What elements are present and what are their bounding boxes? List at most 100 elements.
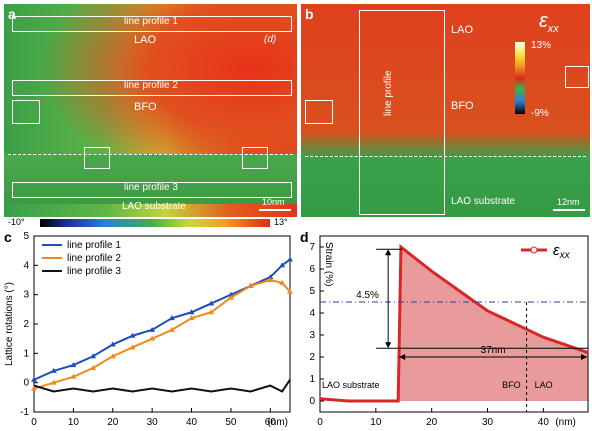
series-1-point [90, 353, 97, 359]
panel-b-symbol-letter: ε [539, 10, 548, 32]
line-profile-2-box [12, 80, 292, 96]
delta-arrow-head-top [385, 249, 392, 256]
panel-a-defect-box-1 [84, 147, 110, 169]
panel-a-colorbar [40, 219, 270, 227]
y-tick-label: 2 [23, 319, 29, 330]
series-1-point [109, 341, 116, 347]
series-2-point [279, 279, 286, 285]
x-axis-label: (nm) [555, 417, 576, 428]
x-tick-label: 40 [538, 417, 550, 428]
panel-b-map: b line profile LAO εxx 13% -9% BFO LAO s… [301, 4, 590, 217]
series-2-point [70, 373, 77, 379]
line-profile-2-label: line profile 2 [124, 80, 178, 91]
panel-b-letter: b [305, 6, 314, 22]
panel-b-symbol: εxx [539, 10, 559, 35]
x-tick-label: 10 [68, 417, 80, 428]
panel-b-colorbar-max: 13% [531, 40, 552, 51]
delta-arrow-head-bottom [385, 342, 392, 349]
x-tick-label: 20 [426, 417, 438, 428]
panel-b-marker-box [305, 100, 333, 124]
x-tick-label: 10 [370, 417, 382, 428]
panel-a-letter: a [8, 6, 16, 22]
series-2-point [227, 294, 234, 300]
panel-a-tag: (d) [264, 34, 277, 45]
x-tick-label: 0 [31, 417, 37, 428]
panel-a-interface-line [8, 154, 293, 155]
panel-b-symbol-sub: xx [547, 23, 559, 35]
y-tick-label: 1 [23, 348, 29, 359]
y-tick-label: 5 [309, 286, 315, 297]
panel-b-colorbar [515, 42, 525, 114]
legend-label-2: line profile 2 [67, 253, 121, 264]
strain-line [319, 243, 589, 403]
panel-b-interface-line [305, 156, 586, 157]
series-1-point [149, 326, 156, 332]
span-label: 37nm [481, 345, 506, 356]
panel-a-scale-bar [259, 209, 291, 211]
series-2-point [188, 315, 195, 321]
legend-label-sub: xx [559, 250, 571, 261]
series-2-point [267, 277, 274, 282]
y-tick-label: 0 [23, 378, 29, 389]
line-profile-box [359, 10, 445, 215]
x-tick-label: 40 [186, 417, 198, 428]
series-2-point [149, 335, 156, 341]
series-2-point [287, 288, 293, 294]
line-profile-1-box [12, 16, 292, 32]
strain-area [398, 247, 588, 401]
region-label-substrate: LAO substrate [322, 380, 380, 390]
panel-b-profile-label: line profile [383, 70, 394, 116]
y-tick-label: 4 [23, 260, 29, 271]
series-2-point [247, 282, 254, 288]
series-1-point [227, 291, 234, 297]
panel-b-bfo-label: BFO [451, 100, 474, 112]
panel-b-substrate-label: LAO substrate [451, 196, 515, 207]
y-tick-label: 7 [309, 242, 315, 253]
series-1-point [70, 362, 77, 368]
x-tick-label: 0 [317, 417, 323, 428]
panel-b-side-box [565, 66, 589, 88]
series-1-point [31, 376, 37, 382]
series-2-point [31, 385, 37, 391]
y-axis-label: Strain (%) [323, 242, 334, 286]
y-tick-label: 6 [309, 264, 315, 275]
series-1-point [188, 309, 195, 315]
panel-b-scale-bar [553, 209, 585, 211]
x-tick-label: 20 [107, 417, 119, 428]
y-axis-label: Lattice rotations (°) [4, 282, 15, 366]
y-tick-label: 4 [309, 308, 315, 319]
y-tick-label: 1 [309, 374, 315, 385]
y-tick-label: 5 [23, 231, 29, 242]
series-1-point [168, 315, 175, 321]
y-tick-label: 0 [309, 396, 315, 407]
panel-d-chart: d 0 10 20 30 40 (nm) 0 1 2 3 4 5 6 7 Strain (%) 4.5% 37nm… [300, 229, 589, 428]
series-line-1 [33, 258, 291, 381]
span-arrow-head-right [581, 354, 587, 360]
delta-label: 4.5% [356, 290, 379, 301]
series-2-point [50, 379, 57, 385]
panel-b-scale-label: 12nm [557, 197, 580, 207]
series-1-point [129, 332, 136, 338]
panel-c-letter: c [4, 229, 12, 245]
series-2-point [129, 344, 136, 350]
panel-a-substrate-label: LAO substrate [122, 201, 186, 212]
region-label-bfo: BFO [502, 380, 521, 390]
x-tick-label: 50 [225, 417, 237, 428]
x-axis-label: (nm) [267, 417, 288, 428]
series-line-2 [33, 278, 291, 390]
series-line-3 [33, 379, 291, 393]
x-tick-label: 30 [147, 417, 159, 428]
series-1-point [208, 300, 215, 306]
series-1-point [267, 274, 274, 280]
series-2-point [208, 309, 215, 315]
series-1-point [287, 256, 293, 262]
legend-label-3: line profile 3 [67, 266, 121, 277]
panel-b-lao-label: LAO [451, 24, 474, 36]
panel-a-colorbar-max: 13° [274, 217, 288, 227]
x-tick-label: 30 [482, 417, 494, 428]
y-tick-label: 3 [309, 330, 315, 341]
x-tick-label: 60 [265, 417, 277, 428]
panel-d-frame [319, 235, 589, 413]
series-1-point [279, 262, 286, 268]
